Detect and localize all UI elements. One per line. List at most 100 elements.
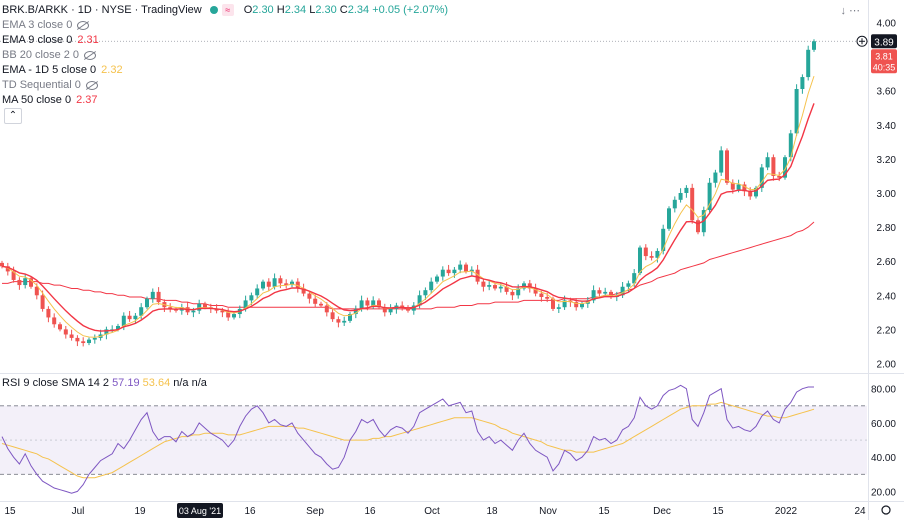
time-tick-label: Oct <box>424 506 440 517</box>
candle-body <box>249 295 254 301</box>
candle-body <box>255 288 260 296</box>
pane-controls[interactable]: ↓ ⋯ <box>840 4 860 17</box>
candle-body <box>46 308 51 318</box>
candle-body <box>377 300 381 308</box>
candle-body <box>562 300 567 308</box>
candle-body <box>754 187 758 197</box>
candle-body <box>359 300 364 309</box>
time-tick-label: Sep <box>306 506 324 517</box>
legend-td[interactable]: TD Sequential 0 <box>2 78 448 93</box>
hidden-eye-icon[interactable] <box>76 21 90 30</box>
candle-body <box>603 291 608 294</box>
candle-body <box>307 293 312 299</box>
candle-body <box>777 175 782 178</box>
current-price-label: 3.89 <box>874 37 894 48</box>
candle-body <box>81 341 86 344</box>
candle-body <box>145 298 149 308</box>
legend-ma50[interactable]: MA 50 close 0 2.37 <box>2 94 98 106</box>
rsi-legend[interactable]: RSI 9 close SMA 14 2 57.19 53.64 n/a n/a <box>2 377 207 389</box>
candle-body <box>516 288 521 296</box>
candle-body <box>75 337 80 342</box>
rsi-tick-label: 60.00 <box>871 419 896 430</box>
candle-body <box>336 319 341 323</box>
candle-body <box>272 278 277 287</box>
candle-body <box>429 281 434 291</box>
candle-body <box>493 285 497 289</box>
legend-bb[interactable]: BB 20 close 2 0 <box>2 48 448 63</box>
candle-body <box>684 187 689 193</box>
symbol-title[interactable]: BRK.B/ARKK · 1D · NYSE · TradingView <box>2 3 202 16</box>
time-tick-label: Dec <box>653 506 671 517</box>
price-tick-label: 2.80 <box>877 223 897 234</box>
candle-body <box>812 41 816 50</box>
time-crosshair-tag <box>177 503 223 518</box>
hidden-eye-icon[interactable] <box>83 51 97 60</box>
candle-body <box>800 77 805 90</box>
candle-body <box>295 281 300 289</box>
price-tick-label: 2.00 <box>877 359 897 370</box>
candle-body <box>707 182 712 211</box>
legend-ema3[interactable]: EMA 3 close 0 <box>2 18 448 33</box>
candle-body <box>678 193 683 200</box>
candle-body <box>759 167 764 188</box>
time-tick-label: 2022 <box>775 506 798 517</box>
collapse-legend-button[interactable]: ⌃ <box>4 108 22 124</box>
candle-body <box>284 283 289 286</box>
candle-body <box>591 290 596 301</box>
candle-body <box>730 182 735 190</box>
candle-body <box>116 325 120 330</box>
candle-body <box>533 288 538 294</box>
ema9-line <box>1 103 815 332</box>
legend-ema9[interactable]: EMA 9 close 0 2.31 <box>2 34 99 46</box>
down-arrow-icon[interactable]: ↓ <box>840 5 846 17</box>
candle-body <box>551 298 555 309</box>
candle-body <box>736 184 741 190</box>
candle-body <box>139 307 144 316</box>
candle-body <box>696 220 700 233</box>
candle-body <box>440 269 445 277</box>
candle-body <box>498 286 503 289</box>
candle-body <box>290 281 294 286</box>
data-delay-icon: ≈ <box>221 4 234 16</box>
candle-body <box>92 337 97 340</box>
candle-body <box>133 315 138 320</box>
time-tick-label: Nov <box>539 506 557 517</box>
candle-body <box>150 291 155 299</box>
candle-body <box>319 303 323 306</box>
ma50-line <box>2 221 815 310</box>
candle-body <box>34 286 39 296</box>
candle-body <box>788 133 793 158</box>
hidden-eye-icon[interactable] <box>85 81 99 90</box>
candle-body <box>510 291 515 296</box>
candle-body <box>214 308 219 311</box>
time-tick-label: 15 <box>598 506 610 517</box>
candle-body <box>626 283 631 287</box>
candle-body <box>556 307 561 309</box>
candle-body <box>220 310 225 313</box>
candle-body <box>719 150 724 173</box>
candle-body <box>156 291 161 303</box>
candle-body <box>17 279 22 286</box>
candle-body <box>725 150 729 183</box>
candle-body <box>406 307 410 311</box>
time-tick-label: 16 <box>244 506 256 517</box>
last-price-tag <box>871 49 897 74</box>
candle-body <box>446 269 451 274</box>
price-tick-label: 3.60 <box>877 87 897 98</box>
more-icon[interactable]: ⋯ <box>849 5 860 17</box>
candle-body <box>63 329 68 335</box>
candle-body <box>672 199 677 209</box>
candle-body <box>313 298 318 304</box>
candle-body <box>783 157 787 178</box>
candle-body <box>121 315 126 326</box>
candle-body <box>11 271 16 280</box>
candle-body <box>127 315 132 320</box>
candle-body <box>661 228 666 251</box>
rsi-tick-label: 40.00 <box>871 453 896 464</box>
candle-body <box>261 281 265 289</box>
symbol-header: BRK.B/ARKK · 1D · NYSE · TradingView ≈ O… <box>2 2 448 18</box>
candle-body <box>266 281 271 287</box>
candle-body <box>104 329 109 335</box>
legend-ema5[interactable]: EMA - 1D 5 close 0 2.32 <box>2 64 123 76</box>
